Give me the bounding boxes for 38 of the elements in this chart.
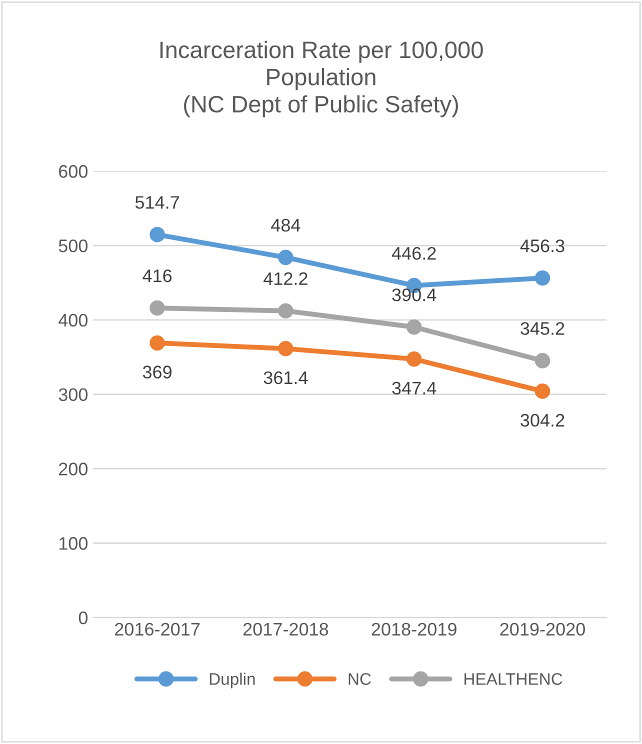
data-label: 456.3 bbox=[520, 239, 564, 252]
x-tick-label: 2019-2020 bbox=[500, 622, 585, 636]
point bbox=[278, 250, 294, 266]
data-label: 361.4 bbox=[264, 371, 308, 384]
data-label: 304.2 bbox=[520, 414, 564, 427]
x-tick-label: 2017-2018 bbox=[243, 622, 328, 636]
point bbox=[534, 270, 550, 286]
x-tick-label: 2016-2017 bbox=[115, 622, 200, 636]
point bbox=[534, 353, 550, 368]
point bbox=[406, 351, 422, 367]
data-label: 412.2 bbox=[264, 272, 308, 285]
y-tick-label: 200 bbox=[59, 462, 88, 476]
y-tick-label: 300 bbox=[58, 388, 88, 402]
point bbox=[278, 341, 294, 356]
point bbox=[406, 319, 422, 335]
chart-title: Incarceration Rate per 100,000 Population (NC Dept of Public Safety) bbox=[160, 40, 483, 118]
data-label: 390.4 bbox=[392, 288, 436, 302]
y-tick-label: 0 bbox=[78, 611, 88, 624]
legend-label: Duplin bbox=[210, 672, 255, 688]
point bbox=[150, 300, 165, 316]
data-label: 347.4 bbox=[392, 382, 436, 395]
data-label: 514.7 bbox=[135, 196, 179, 209]
point bbox=[534, 384, 550, 399]
point bbox=[150, 226, 165, 242]
legend-label: HEALTHENC bbox=[464, 673, 562, 685]
data-label: 345.2 bbox=[520, 322, 564, 335]
y-tick-label: 100 bbox=[59, 537, 88, 550]
y-tick-label: 400 bbox=[58, 314, 88, 327]
data-label: 416 bbox=[142, 269, 172, 282]
data-label: 369 bbox=[142, 366, 172, 378]
x-tick-label: 2018-2019 bbox=[372, 622, 456, 636]
data-label: 484 bbox=[271, 218, 300, 232]
y-tick-label: 600 bbox=[59, 165, 88, 178]
y-tick-label: 500 bbox=[58, 239, 88, 252]
legend-label: NC bbox=[348, 673, 371, 685]
point bbox=[278, 303, 294, 318]
point bbox=[150, 335, 165, 351]
data-label: 446.2 bbox=[392, 246, 436, 260]
